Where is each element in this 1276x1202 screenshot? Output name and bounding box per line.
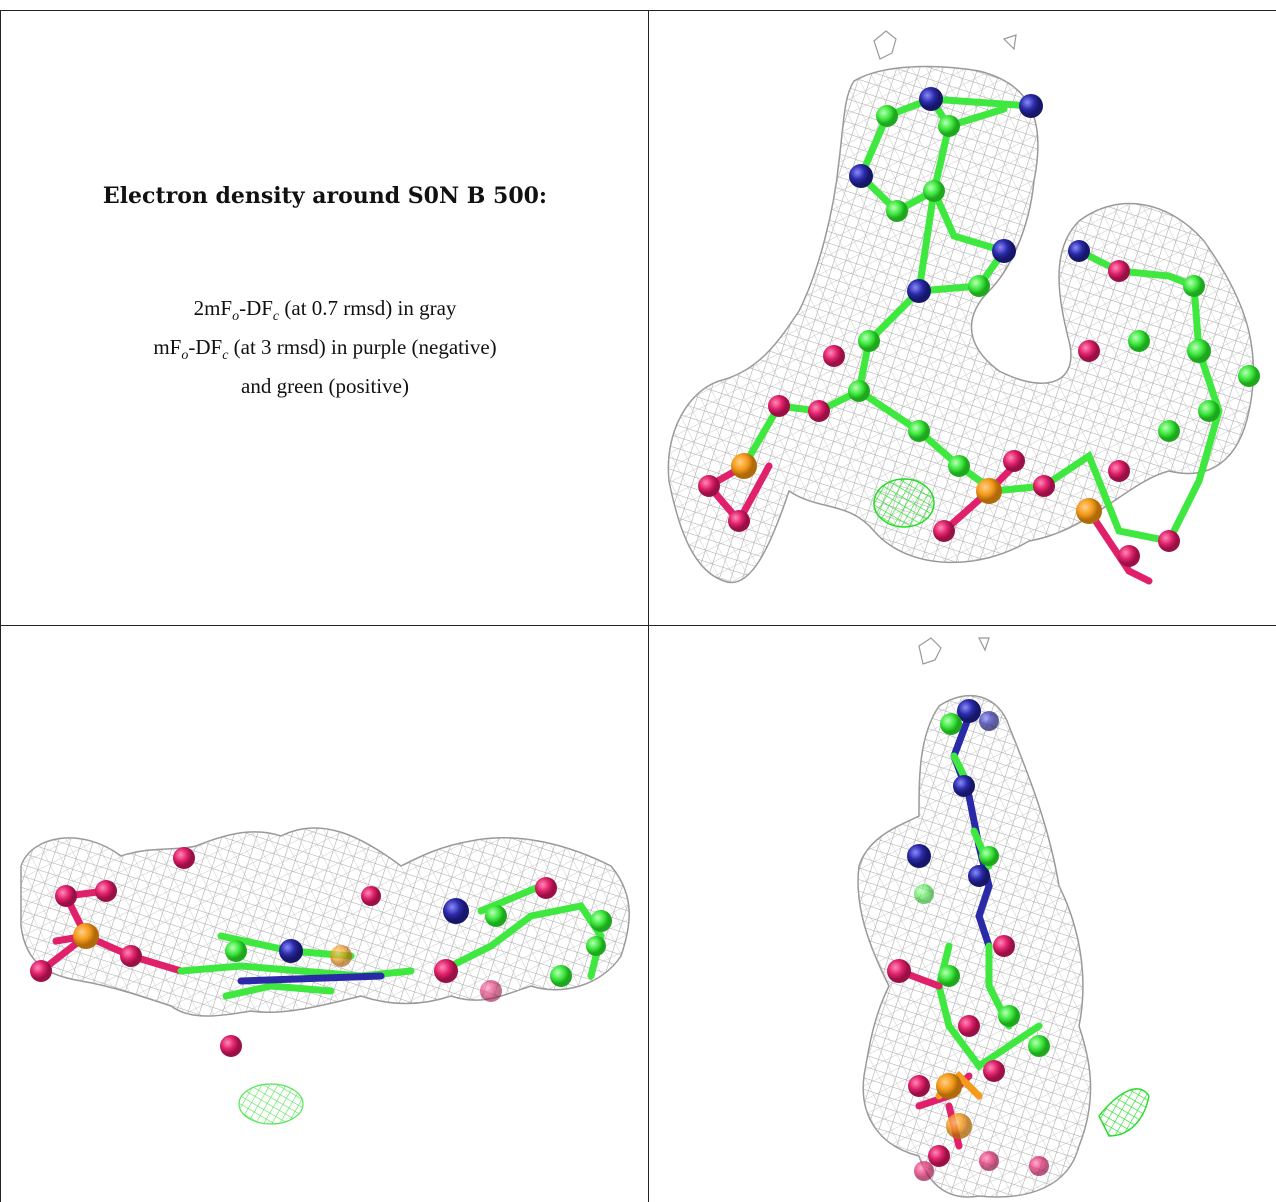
l1-suffix: (at 0.7 rmsd) in gray: [279, 296, 457, 320]
ligand-atoms: [30, 847, 612, 1057]
green-mesh-positive: [238, 1083, 304, 1125]
l2-sub1: o: [181, 348, 189, 364]
legend-title: Electron density around S0N B 500:: [102, 183, 548, 209]
l2-mid: -DF: [188, 335, 223, 360]
green-mesh-positive: [873, 478, 935, 528]
gray-mesh-2fofc: [667, 30, 1255, 584]
legend-line-2: mFo-DFc (at 3 rmsd) in purple (negative): [1, 332, 648, 371]
legend-line-1: 2mFo-DFc (at 0.7 rmsd) in gray: [1, 293, 648, 332]
legend: Electron density around S0N B 500: 2mFo-…: [1, 11, 648, 625]
density-svg-2: [20, 827, 630, 1125]
density-view-top-right: [649, 11, 1276, 625]
density-svg-1: [667, 30, 1260, 585]
border-top: [0, 10, 1276, 11]
l1-sub1: o: [232, 309, 240, 325]
density-view-bottom-right: [649, 626, 1276, 1202]
l1-sub2: c: [272, 309, 280, 325]
l2-prefix: mF: [153, 335, 182, 360]
ligand-atoms: [887, 699, 1050, 1181]
l1-mid: -DF: [239, 296, 273, 320]
legend-description: 2mFo-DFc (at 0.7 rmsd) in gray mFo-DFc (…: [1, 293, 648, 401]
gray-mesh-2fofc: [857, 637, 1092, 1198]
density-svg-3: [857, 637, 1150, 1198]
border-middle-horizontal: [0, 625, 1276, 626]
density-view-bottom-left: [1, 626, 648, 1202]
l2-sub2: c: [222, 348, 229, 364]
l2-suffix: (at 3 rmsd) in purple (negative): [228, 335, 497, 360]
ligand-atoms: [698, 87, 1260, 567]
legend-line-3: and green (positive): [241, 374, 409, 399]
border-left: [0, 10, 1, 1202]
border-middle-vertical: [648, 10, 649, 1202]
green-mesh-positive: [1098, 1088, 1150, 1137]
legend-cell: Electron density around S0N B 500: 2mFo-…: [1, 11, 648, 625]
l1-prefix: 2mF: [193, 296, 233, 320]
